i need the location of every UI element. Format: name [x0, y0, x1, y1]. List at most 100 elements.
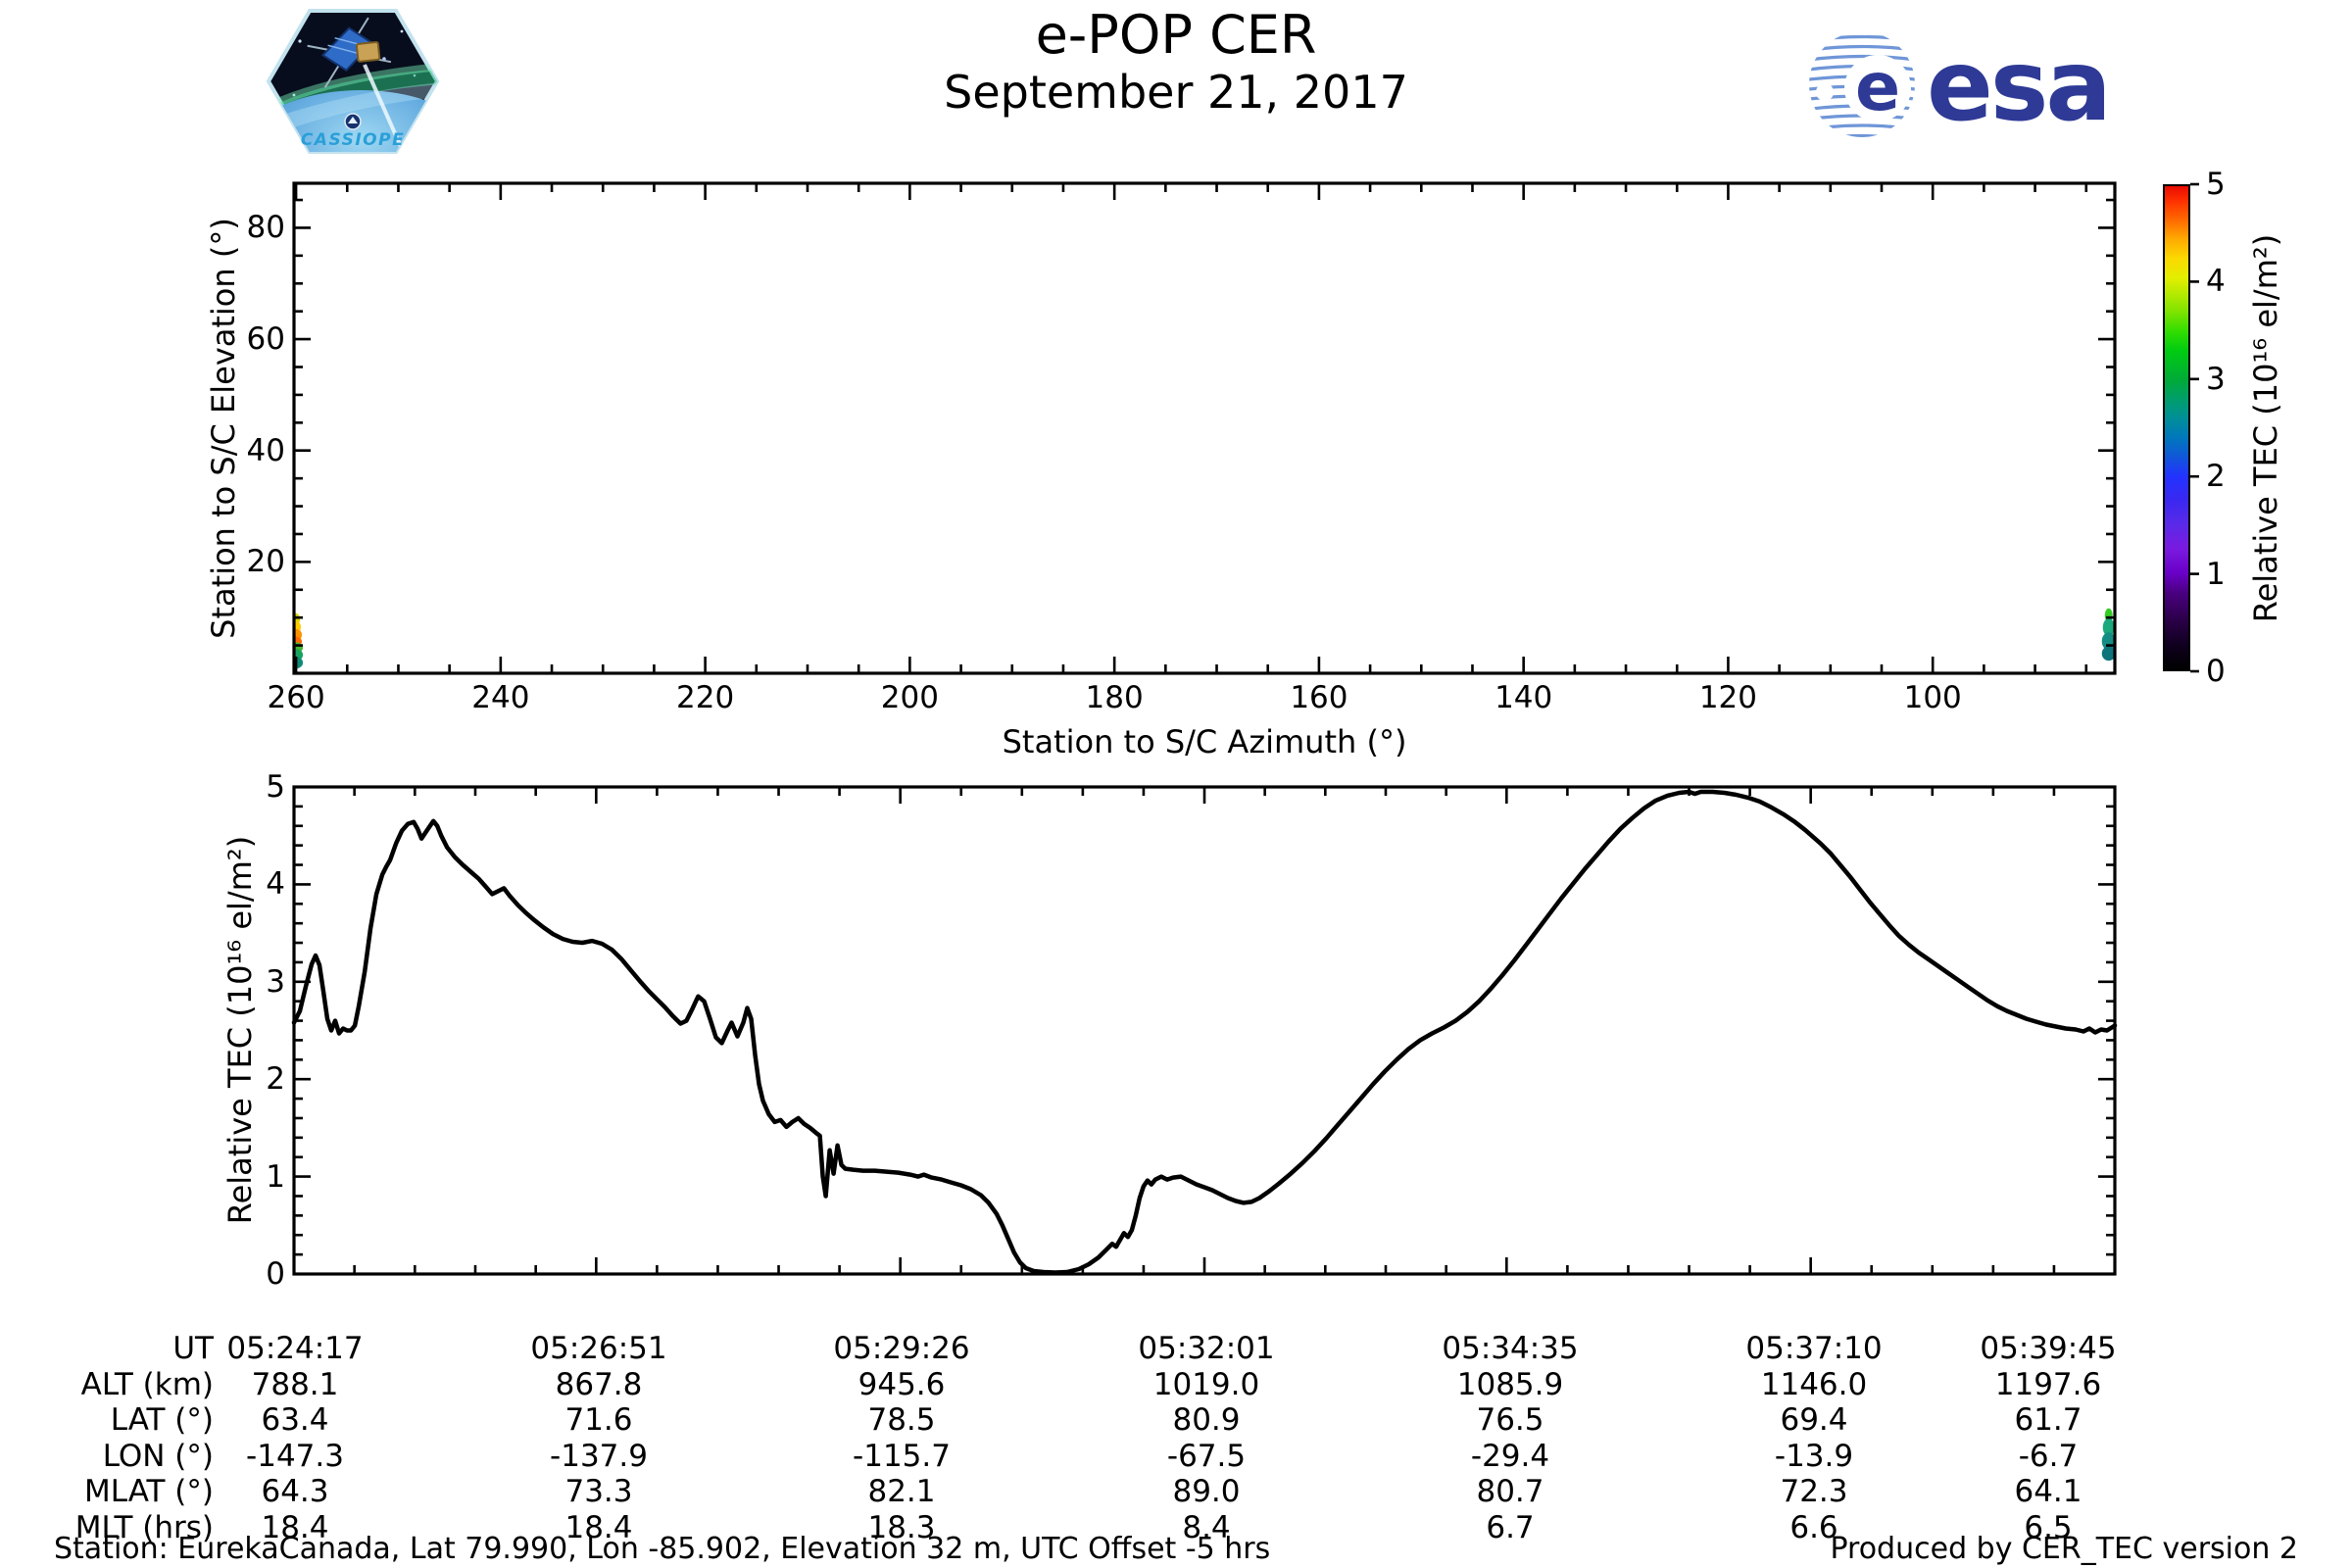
table-cell: -137.9 [550, 1439, 648, 1474]
top-plot-y-tick-label: 60 [246, 321, 285, 358]
bottom-plot-y-tick-label: 3 [266, 963, 285, 1000]
table-cell: 64.1 [2014, 1474, 2082, 1509]
top-plot-x-tick-label: 160 [1290, 680, 1348, 715]
table-cell: 05:39:45 [1980, 1331, 2117, 1366]
table-cell: 1019.0 [1152, 1367, 1260, 1402]
pass-track-segments [294, 608, 2115, 669]
colorbar-label: Relative TEC (10¹⁶ el/m²) [2247, 233, 2284, 623]
colorbar-ticks [2190, 182, 2199, 673]
bottom-plot-frame [292, 785, 2117, 1276]
colorbar-tick-label: 1 [2206, 556, 2226, 592]
table-cell: 71.6 [564, 1402, 633, 1438]
top-plot-x-tick-label: 100 [1903, 680, 1962, 715]
table-cell: 05:29:26 [833, 1331, 970, 1366]
table-cell: 05:34:35 [1442, 1331, 1579, 1366]
bottom-plot-y-tick-label: 0 [266, 1256, 285, 1292]
page-subtitle: September 21, 2017 [944, 66, 1408, 119]
table-cell: -6.7 [2018, 1439, 2079, 1474]
tec-curve [291, 789, 2118, 1275]
top-plot-x-tick-label: 140 [1494, 680, 1553, 715]
table-cell: 82.1 [867, 1474, 936, 1509]
table-cell: 6.7 [1486, 1510, 1535, 1545]
esa-wordmark: esa [1927, 28, 2105, 143]
footer-produced-by: Produced by CER_TEC version 2 [1830, 1532, 2298, 1566]
table-cell: 18.4 [564, 1510, 633, 1545]
table-cell: 05:32:01 [1138, 1331, 1275, 1366]
table-cell: 788.1 [251, 1367, 339, 1402]
top-plot-x-tick-label: 240 [471, 680, 530, 715]
table-row-label: UT [172, 1331, 214, 1366]
table-cell: -67.5 [1166, 1439, 1247, 1474]
table-row-label: LON (°) [102, 1439, 214, 1474]
table-cell: 73.3 [564, 1474, 633, 1509]
top-plot-x-tick-label: 260 [267, 680, 325, 715]
top-plot-y-tick-label: 20 [246, 544, 285, 580]
cassiope-mission-patch: CASSIOPE [266, 9, 440, 154]
table-cell: 72.3 [1780, 1474, 1848, 1509]
table-cell: -13.9 [1774, 1439, 1854, 1474]
table-cell: 867.8 [555, 1367, 643, 1402]
top-plot-ylabel: Station to S/C Elevation (°) [205, 218, 242, 639]
table-cell: 18.3 [867, 1510, 936, 1545]
table-cell: 1197.6 [1994, 1367, 2102, 1402]
bottom-plot-y-tick-label: 2 [266, 1061, 285, 1098]
table-cell: 6.6 [1789, 1510, 1838, 1545]
table-cell: 945.6 [858, 1367, 946, 1402]
footer-station-info: Station: EurekaCanada, Lat 79.990, Lon -… [54, 1532, 1271, 1566]
table-cell: 61.7 [2014, 1402, 2082, 1438]
table-cell: 69.4 [1780, 1402, 1848, 1438]
patch-satellite [307, 17, 392, 88]
colorbar-tick-label: 0 [2206, 654, 2226, 689]
bottom-plot-y-tick-label: 4 [266, 866, 285, 903]
table-row-label: ALT (km) [80, 1367, 214, 1402]
title-block: e-POP CER September 21, 2017 [784, 6, 1568, 120]
table-cell: -29.4 [1470, 1439, 1550, 1474]
top-plot-x-tick-label: 220 [676, 680, 735, 715]
colorbar-tick-label: 4 [2206, 264, 2226, 300]
colorbar-tick-label: 5 [2206, 167, 2226, 202]
table-cell: -147.3 [246, 1439, 344, 1474]
svg-text:e: e [1855, 49, 1900, 126]
table-cell: 05:26:51 [530, 1331, 667, 1366]
table-cell: 18.4 [261, 1510, 329, 1545]
colorbar [2163, 184, 2190, 671]
table-cell: 1146.0 [1760, 1367, 1868, 1402]
table-cell: 6.5 [2024, 1510, 2073, 1545]
top-plot-frame [292, 181, 2117, 675]
pass-segment-band [2102, 618, 2115, 637]
table-cell: 80.9 [1172, 1402, 1241, 1438]
top-plot-x-tick-label: 180 [1085, 680, 1144, 715]
bottom-plot-y-tick-label: 5 [266, 769, 285, 805]
table-cell: -115.7 [853, 1439, 951, 1474]
table-cell: 64.3 [261, 1474, 329, 1509]
table-cell: 63.4 [261, 1402, 329, 1438]
page-title: e-POP CER [1035, 4, 1317, 66]
esa-logo: e esa [1809, 28, 2105, 143]
table-cell: 89.0 [1172, 1474, 1241, 1509]
table-cell: 05:37:10 [1745, 1331, 1883, 1366]
table-cell: 1085.9 [1456, 1367, 1564, 1402]
patch-cassiope-text: CASSIOPE [301, 130, 405, 150]
table-cell: 8.4 [1182, 1510, 1231, 1545]
patch-aurora [269, 69, 437, 125]
top-plot-x-tick-label: 120 [1698, 680, 1758, 715]
table-cell: 78.5 [867, 1402, 936, 1438]
pass-segment-band [2101, 646, 2115, 662]
top-plot-xlabel: Station to S/C Azimuth (°) [1002, 723, 1407, 760]
table-row-label: MLT (hrs) [74, 1510, 214, 1545]
patch-beam [363, 64, 404, 150]
bottom-plot-ylabel: Relative TEC (10¹⁶ el/m²) [221, 835, 259, 1225]
table-cell: 05:24:17 [226, 1331, 364, 1366]
table-cell: 76.5 [1476, 1402, 1544, 1438]
esa-globe-icon: e [1809, 31, 1915, 137]
table-cell: 80.7 [1476, 1474, 1544, 1509]
top-plot-y-tick-label: 40 [246, 432, 285, 468]
top-plot-y-tick-label: 80 [246, 210, 285, 246]
table-row-label: MLAT (°) [83, 1474, 214, 1509]
top-plot-x-tick-label: 200 [880, 680, 939, 715]
colorbar-tick-label: 3 [2206, 361, 2226, 397]
table-row-label: LAT (°) [110, 1402, 214, 1438]
colorbar-tick-label: 2 [2206, 459, 2226, 495]
bottom-plot-y-tick-label: 1 [266, 1158, 285, 1195]
